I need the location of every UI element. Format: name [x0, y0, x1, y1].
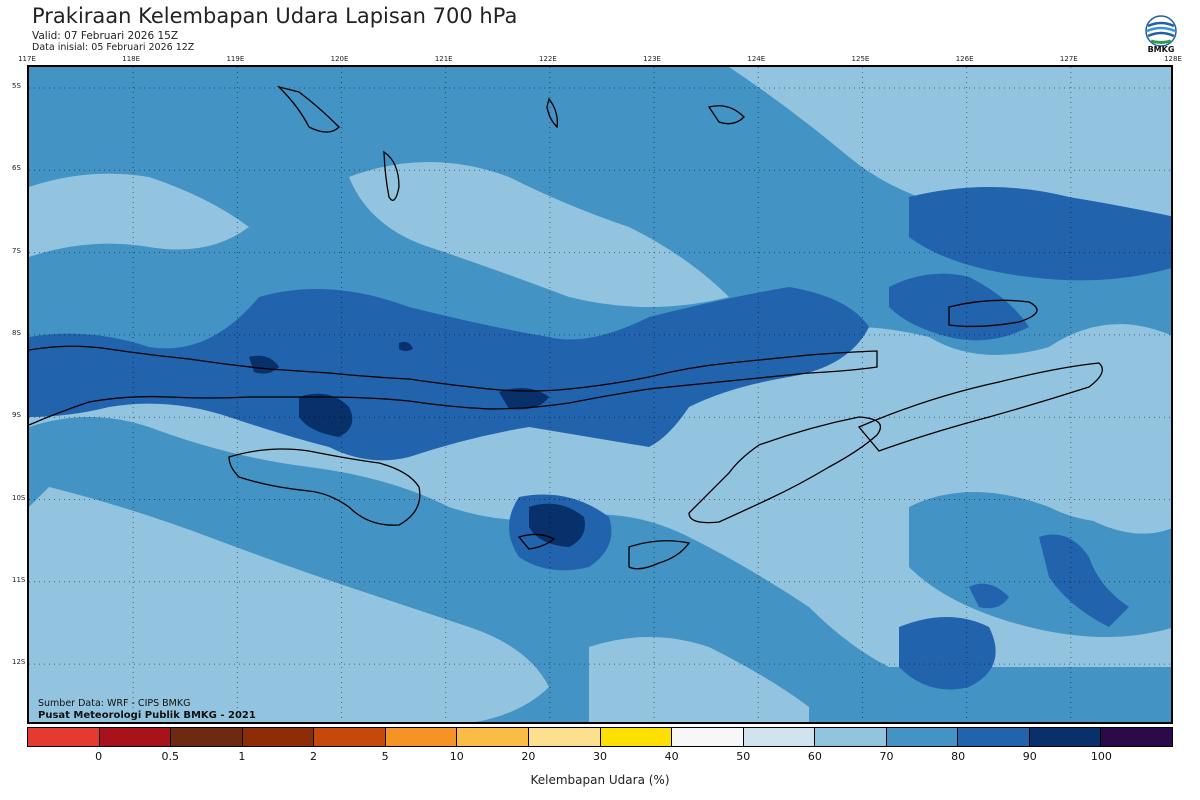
legend-color-segment [743, 728, 816, 746]
humidity-field-60-70-patches [29, 93, 1171, 722]
latitude-label: 8S [12, 328, 21, 337]
latitude-label: 9S [12, 411, 21, 420]
legend-tick-label: 2 [310, 750, 317, 763]
legend-color-segment [958, 728, 1030, 746]
legend-color-segment [886, 728, 959, 746]
latitude-label: 12S [12, 658, 26, 667]
latitude-label: 5S [12, 82, 21, 90]
latitude-label: 11S [12, 575, 26, 584]
legend-title: Kelembapan Udara (%) [530, 773, 670, 787]
legend-color-segment [28, 728, 100, 746]
page-title: Prakiraan Kelembapan Udara Lapisan 700 h… [32, 4, 518, 28]
legend-tick-label: 0 [95, 750, 103, 763]
legend-color-segment [1101, 728, 1172, 746]
legend-tick-label: 0.5 [161, 750, 180, 763]
longitude-label: 122E [539, 55, 557, 63]
legend-tick-label: 90 [1022, 750, 1037, 763]
legend-tick-label: 100 [1090, 750, 1112, 763]
legend-tick-label: 10 [449, 750, 464, 763]
legend-tick-label: 60 [807, 750, 822, 763]
longitude-label: 124E [747, 55, 766, 63]
latitude-label: 6S [12, 164, 21, 173]
valid-time: Valid: 07 Februari 2026 15Z [32, 30, 179, 42]
legend-color-segment [600, 728, 673, 746]
longitude-label: 128E [1164, 55, 1182, 63]
legend-tick-label: 30 [593, 750, 607, 763]
longitude-label: 118E [122, 55, 141, 63]
legend-tick-label: 50 [736, 750, 751, 763]
longitude-label: 126E [955, 55, 974, 63]
legend-color-segment [171, 728, 243, 746]
longitude-label: 120E [330, 55, 349, 63]
data-source-credit: Sumber Data: WRF - CIPS BMKG [38, 698, 191, 709]
legend-tick-label: 1 [238, 750, 246, 763]
humidity-field-90-100 [249, 341, 585, 547]
map-grid [29, 67, 1171, 722]
legend-tick-label: 5 [381, 750, 389, 763]
longitude-label: 121E [434, 55, 453, 63]
initial-time: Data inisial: 05 Februari 2026 12Z [32, 42, 195, 53]
legend-color-segment [672, 728, 744, 746]
longitude-label: 123E [643, 55, 661, 63]
legend-color-segment [1029, 728, 1102, 746]
latitude-label: 7S [12, 246, 21, 255]
legend-tick-label: 40 [664, 750, 679, 763]
legend-tick-label: 80 [951, 750, 966, 763]
longitude-label: 117E [18, 55, 36, 63]
legend-color-segment [314, 728, 386, 746]
bmkg-logo-icon [1145, 15, 1177, 47]
legend-color-segment [99, 728, 172, 746]
coastlines [29, 85, 1103, 570]
legend-tick-label: 20 [521, 750, 536, 763]
legend-color-segment [385, 728, 458, 746]
latitude-label: 10S [12, 493, 26, 502]
legend-tick-label: 70 [879, 750, 894, 763]
humidity-map[interactable] [27, 65, 1173, 724]
legend-color-segment [457, 728, 529, 746]
legend-colorbar [27, 727, 1173, 747]
longitude-label: 127E [1059, 55, 1078, 63]
logo-text: BMKG [1147, 45, 1175, 54]
longitude-label: 125E [851, 55, 870, 63]
organization-credit: Pusat Meteorologi Publik BMKG - 2021 [38, 710, 256, 721]
map-canvas [29, 67, 1171, 722]
legend-color-segment [815, 728, 887, 746]
legend-color-segment [528, 728, 601, 746]
longitude-label: 119E [226, 55, 245, 63]
legend-color-segment [242, 728, 315, 746]
